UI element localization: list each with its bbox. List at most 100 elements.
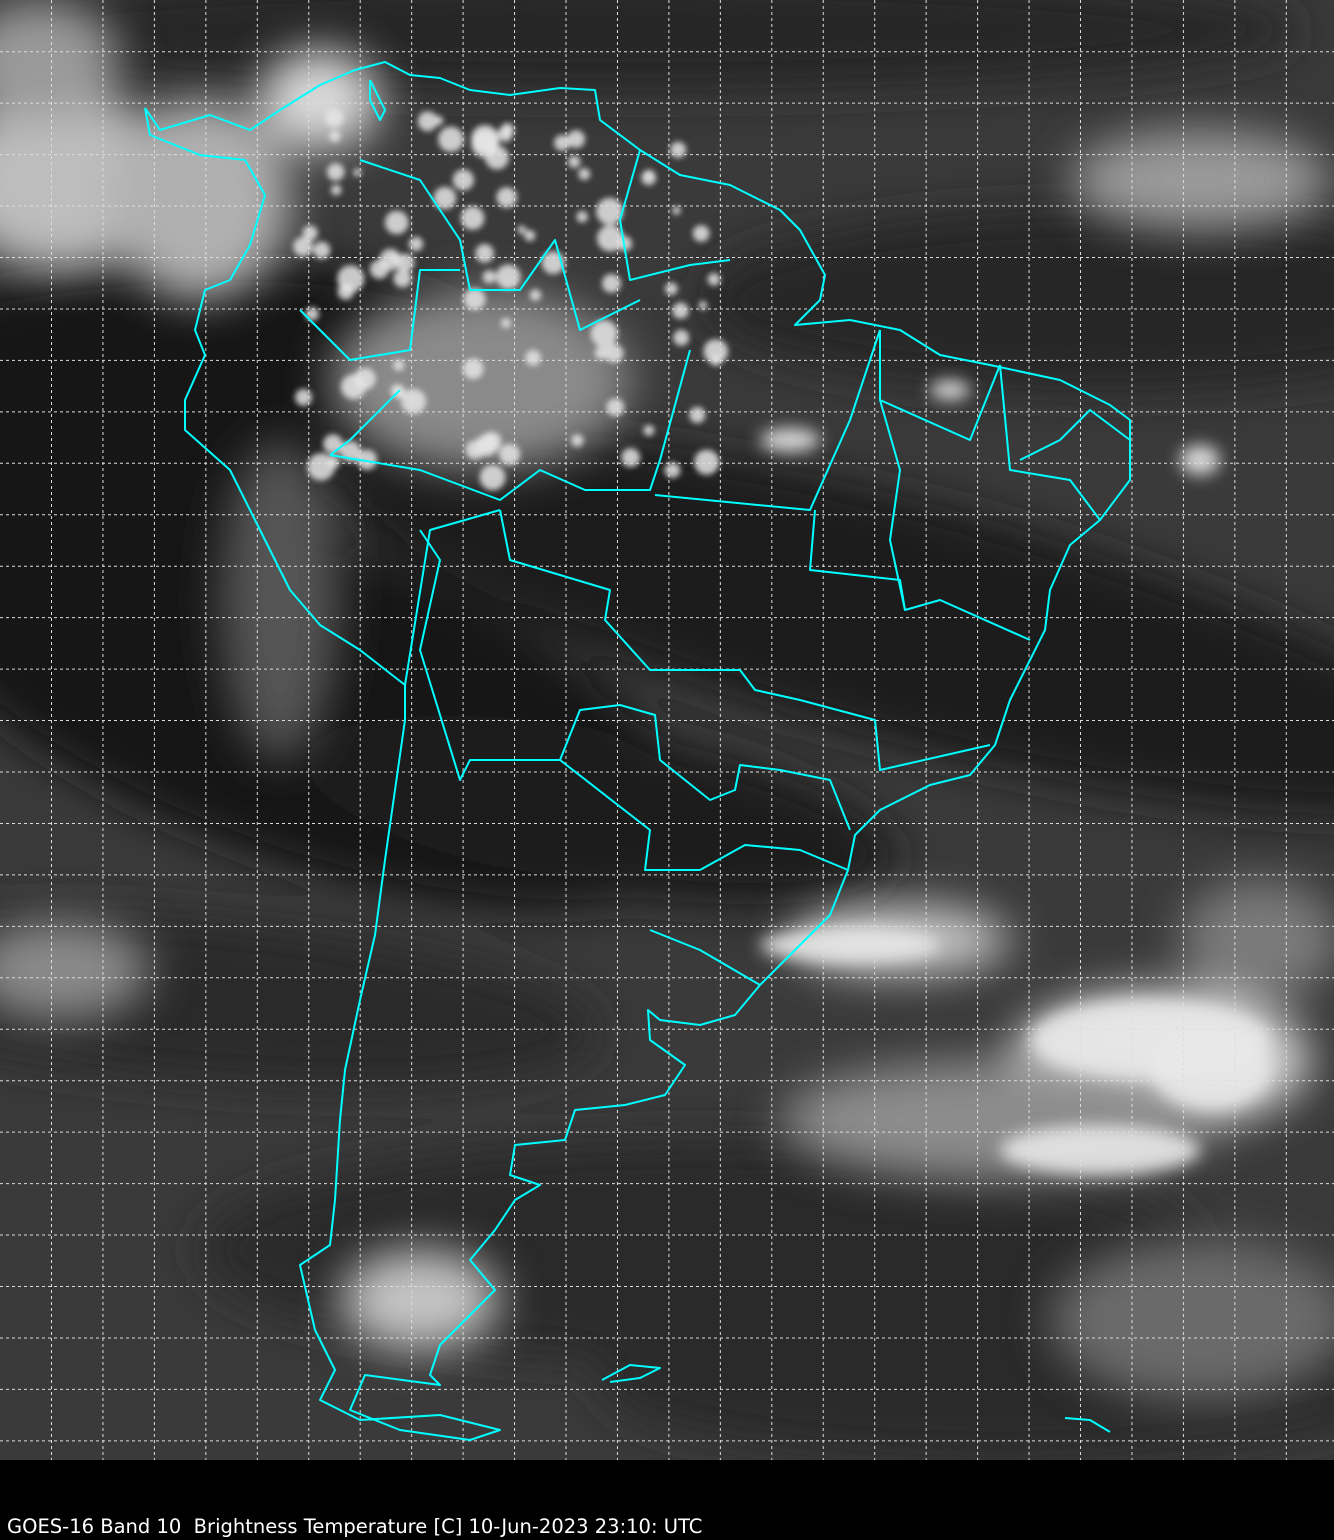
convective-cell <box>590 319 618 348</box>
convective-cell <box>571 434 584 447</box>
convective-cell <box>471 124 499 153</box>
south-georgia-outline <box>1064 1417 1111 1433</box>
figure-caption: GOES-16 Band 10 Brightness Temperature [… <box>7 1515 703 1538</box>
convective-cell <box>463 288 486 311</box>
convective-cell <box>703 339 729 364</box>
cloud <box>340 1250 500 1350</box>
convective-cell <box>596 197 624 225</box>
cloud <box>1180 445 1220 475</box>
cloud <box>1150 1030 1270 1110</box>
south-america-coastline <box>144 61 1131 1441</box>
political-border <box>299 269 460 361</box>
convective-cell <box>707 273 721 286</box>
cloud <box>220 440 340 760</box>
convective-cell <box>324 108 344 128</box>
convective-cell <box>396 253 415 272</box>
convective-cell <box>664 462 681 479</box>
political-border <box>654 329 881 511</box>
convective-cell <box>433 186 457 210</box>
convective-cell <box>672 206 681 215</box>
cloud <box>110 100 290 300</box>
convective-cell <box>578 168 591 181</box>
convective-cell <box>576 211 588 223</box>
convective-cell <box>356 449 378 470</box>
political-border <box>1019 409 1131 461</box>
convective-cell <box>601 273 621 293</box>
convective-cell <box>313 241 331 259</box>
convective-cell <box>567 155 581 168</box>
convective-cell <box>554 134 571 151</box>
convective-cell <box>664 282 678 296</box>
convective-cell <box>641 170 657 186</box>
cloud-layer <box>0 0 1334 1400</box>
convective-cell <box>452 169 474 191</box>
cloud <box>1070 130 1330 230</box>
convective-cell <box>567 130 586 149</box>
cloud <box>1050 1240 1334 1400</box>
cloud <box>0 920 150 1020</box>
political-border <box>879 330 906 611</box>
cloud <box>1000 1125 1200 1175</box>
political-border <box>559 704 851 831</box>
convective-cell <box>438 126 464 153</box>
convective-cell <box>485 145 509 170</box>
lat-lon-grid <box>0 0 1334 1460</box>
political-border <box>329 389 401 456</box>
convective-cell <box>400 388 427 414</box>
convective-cell <box>529 289 542 301</box>
political-border <box>999 364 1101 521</box>
dark-air-bands <box>0 0 1334 1460</box>
convective-cell <box>328 130 341 142</box>
convective-cell <box>408 236 424 252</box>
cloud <box>760 428 820 452</box>
convective-cell <box>417 111 438 132</box>
convective-cell <box>465 440 485 460</box>
convective-cell <box>462 358 484 380</box>
convective-cell <box>689 406 706 424</box>
satellite-map <box>0 0 1334 1460</box>
convective-cell <box>479 464 506 491</box>
convective-cell <box>340 374 366 400</box>
convective-cell <box>594 346 608 360</box>
political-border <box>699 844 849 871</box>
convective-cell <box>496 187 517 208</box>
political-border <box>359 159 641 331</box>
cloud <box>760 927 940 963</box>
convective-cell <box>497 126 513 142</box>
convective-cell <box>517 225 526 234</box>
cloud <box>260 50 380 150</box>
political-border <box>649 929 761 986</box>
convective-cell <box>495 264 521 290</box>
convective-cell <box>393 269 412 288</box>
convective-cell <box>327 455 340 469</box>
dark-band <box>319 426 1334 814</box>
convective-cell <box>460 206 485 230</box>
convective-cell <box>500 317 512 329</box>
convective-cell <box>330 184 342 196</box>
convective-cell <box>606 398 625 417</box>
convective-cell <box>604 343 624 363</box>
convective-cell <box>353 168 362 177</box>
convective-cell <box>384 210 409 235</box>
cloud <box>1180 880 1334 1000</box>
convective-cell <box>525 349 541 366</box>
convective-cell <box>698 301 708 310</box>
convective-cell <box>643 424 655 436</box>
political-border <box>329 349 691 501</box>
convective-cell <box>694 449 720 475</box>
political-border <box>619 149 731 281</box>
lake-maracaibo-outline <box>369 79 386 121</box>
convective-cell <box>393 359 405 371</box>
cloud <box>0 0 120 120</box>
convective-cell <box>597 225 624 252</box>
convective-cell <box>498 443 521 466</box>
political-border <box>499 509 991 771</box>
convective-cell <box>295 388 313 406</box>
convective-cell <box>389 253 399 263</box>
dark-band <box>700 210 1334 390</box>
coastlines-and-borders <box>144 61 1131 1441</box>
falkland-islands-outline <box>601 1364 661 1383</box>
convective-cell <box>524 230 536 242</box>
convective-cell <box>302 225 318 241</box>
